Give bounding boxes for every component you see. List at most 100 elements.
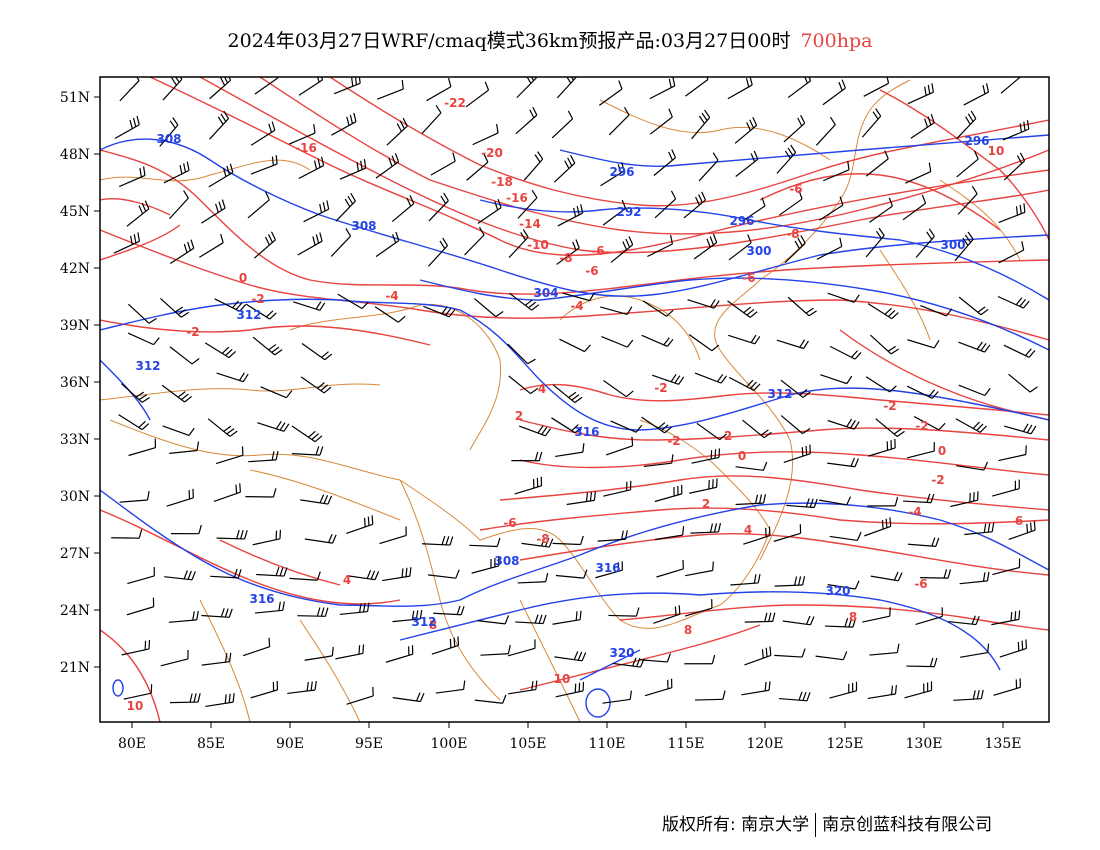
wind-barb — [553, 154, 576, 183]
wind-barb — [201, 608, 233, 618]
wind-barb — [346, 686, 374, 705]
wind-barb — [688, 333, 720, 352]
wind-barb — [119, 77, 140, 102]
wind-barb — [829, 681, 858, 699]
wind-barb — [1003, 344, 1036, 358]
wind-barb — [913, 416, 946, 431]
boundary-line — [839, 79, 911, 201]
wind-barb — [728, 334, 761, 345]
wind-barb — [382, 567, 412, 582]
height-label: 320 — [825, 584, 850, 598]
wind-barb — [1004, 423, 1037, 435]
height-label: 304 — [533, 286, 558, 300]
lat-tick-label: 39N — [60, 318, 90, 334]
plot-frame — [99, 76, 1050, 723]
wind-barb — [870, 571, 903, 582]
wind-barb — [654, 526, 685, 541]
temperature-label: -8 — [559, 251, 572, 265]
axis-ticks: 80E 85E 90E 95E 100E 105E 110E 115E 120E 125E 130E… — [60, 90, 1022, 752]
wind-barb — [121, 639, 151, 656]
wind-barb — [391, 195, 415, 222]
wind-barb — [683, 191, 707, 219]
wind-barb — [392, 609, 423, 623]
wind-barb — [163, 161, 190, 184]
country-boundaries — [100, 79, 1021, 722]
wind-barb — [993, 678, 1021, 696]
wind-barb — [819, 196, 844, 221]
wind-barb — [959, 571, 990, 585]
height-contour-line — [559, 134, 1049, 168]
wind-barb — [776, 339, 809, 350]
wind-barb — [608, 107, 630, 136]
wind-barb — [956, 461, 989, 471]
wind-barb — [557, 204, 584, 227]
wind-barb — [464, 226, 485, 256]
wind-barb — [869, 643, 900, 656]
height-label: 316 — [574, 425, 599, 439]
temperature-label: 0 — [738, 449, 746, 463]
wind-barb — [289, 571, 321, 581]
wind-barb — [293, 301, 326, 311]
wind-barb — [998, 203, 1026, 223]
height-label: 296 — [729, 214, 754, 228]
temperature-label: -4 — [908, 505, 921, 519]
temperature-contour-line — [100, 224, 181, 261]
wind-barb — [694, 690, 726, 701]
wind-barb — [127, 332, 160, 346]
wind-barb — [864, 517, 892, 537]
wind-barb — [824, 618, 857, 628]
wind-barb — [346, 515, 374, 535]
wind-barb — [119, 491, 150, 503]
temperature-label: -4 — [570, 299, 583, 313]
temperature-label: -6 — [585, 264, 598, 278]
wind-barb — [347, 570, 380, 581]
height-label: 292 — [616, 205, 641, 219]
wind-barb — [608, 607, 640, 617]
height-contour-line — [399, 591, 1001, 671]
wind-barb — [698, 152, 719, 182]
wind-barb — [600, 306, 633, 316]
wind-barb — [379, 526, 407, 545]
wind-barb — [161, 384, 193, 403]
wind-barb — [428, 237, 448, 267]
wind-barb — [201, 199, 226, 224]
boundary-line — [479, 527, 621, 621]
wind-barb — [787, 77, 812, 99]
wind-barb — [257, 420, 290, 432]
wind-barb — [466, 153, 489, 181]
wind-barb — [997, 295, 1030, 309]
temperature-label: -8 — [786, 227, 799, 241]
lat-tick-label: 51N — [60, 90, 90, 106]
height-contour-closed — [585, 688, 611, 718]
wind-barb — [213, 483, 242, 502]
wind-barb — [555, 681, 585, 698]
boundary-line — [299, 619, 361, 722]
wind-barb — [1002, 120, 1030, 141]
wind-barb — [907, 83, 934, 105]
lon-tick-label: 105E — [510, 736, 547, 752]
contour-labels: -22-20-18-16-14-10-8-6-6-4-4-2-2024 -2-2 2… — [127, 96, 1024, 713]
wind-barb — [376, 80, 404, 100]
wind-barb — [956, 110, 977, 140]
wind-barb — [254, 77, 279, 95]
wind-barb — [507, 639, 536, 657]
height-label: 316 — [249, 592, 274, 606]
wind-barb — [691, 109, 711, 140]
wind-barb — [773, 524, 802, 542]
height-contour-line — [479, 199, 1049, 301]
wind-barb — [603, 380, 634, 398]
wind-barb — [869, 334, 899, 355]
temperature-label: -20 — [481, 146, 503, 160]
wind-barb — [119, 166, 146, 188]
temperature-label: -6 — [591, 244, 604, 258]
wind-barb — [639, 653, 671, 663]
wind-barb — [515, 106, 538, 135]
wind-barb — [126, 597, 155, 616]
wind-barb — [865, 150, 889, 177]
lon-tick-label: 125E — [827, 736, 864, 752]
wind-barb — [600, 162, 625, 187]
wind-barb — [684, 654, 716, 665]
wind-barb — [168, 610, 199, 623]
boundary-line — [559, 295, 701, 361]
wind-barb — [111, 529, 143, 539]
